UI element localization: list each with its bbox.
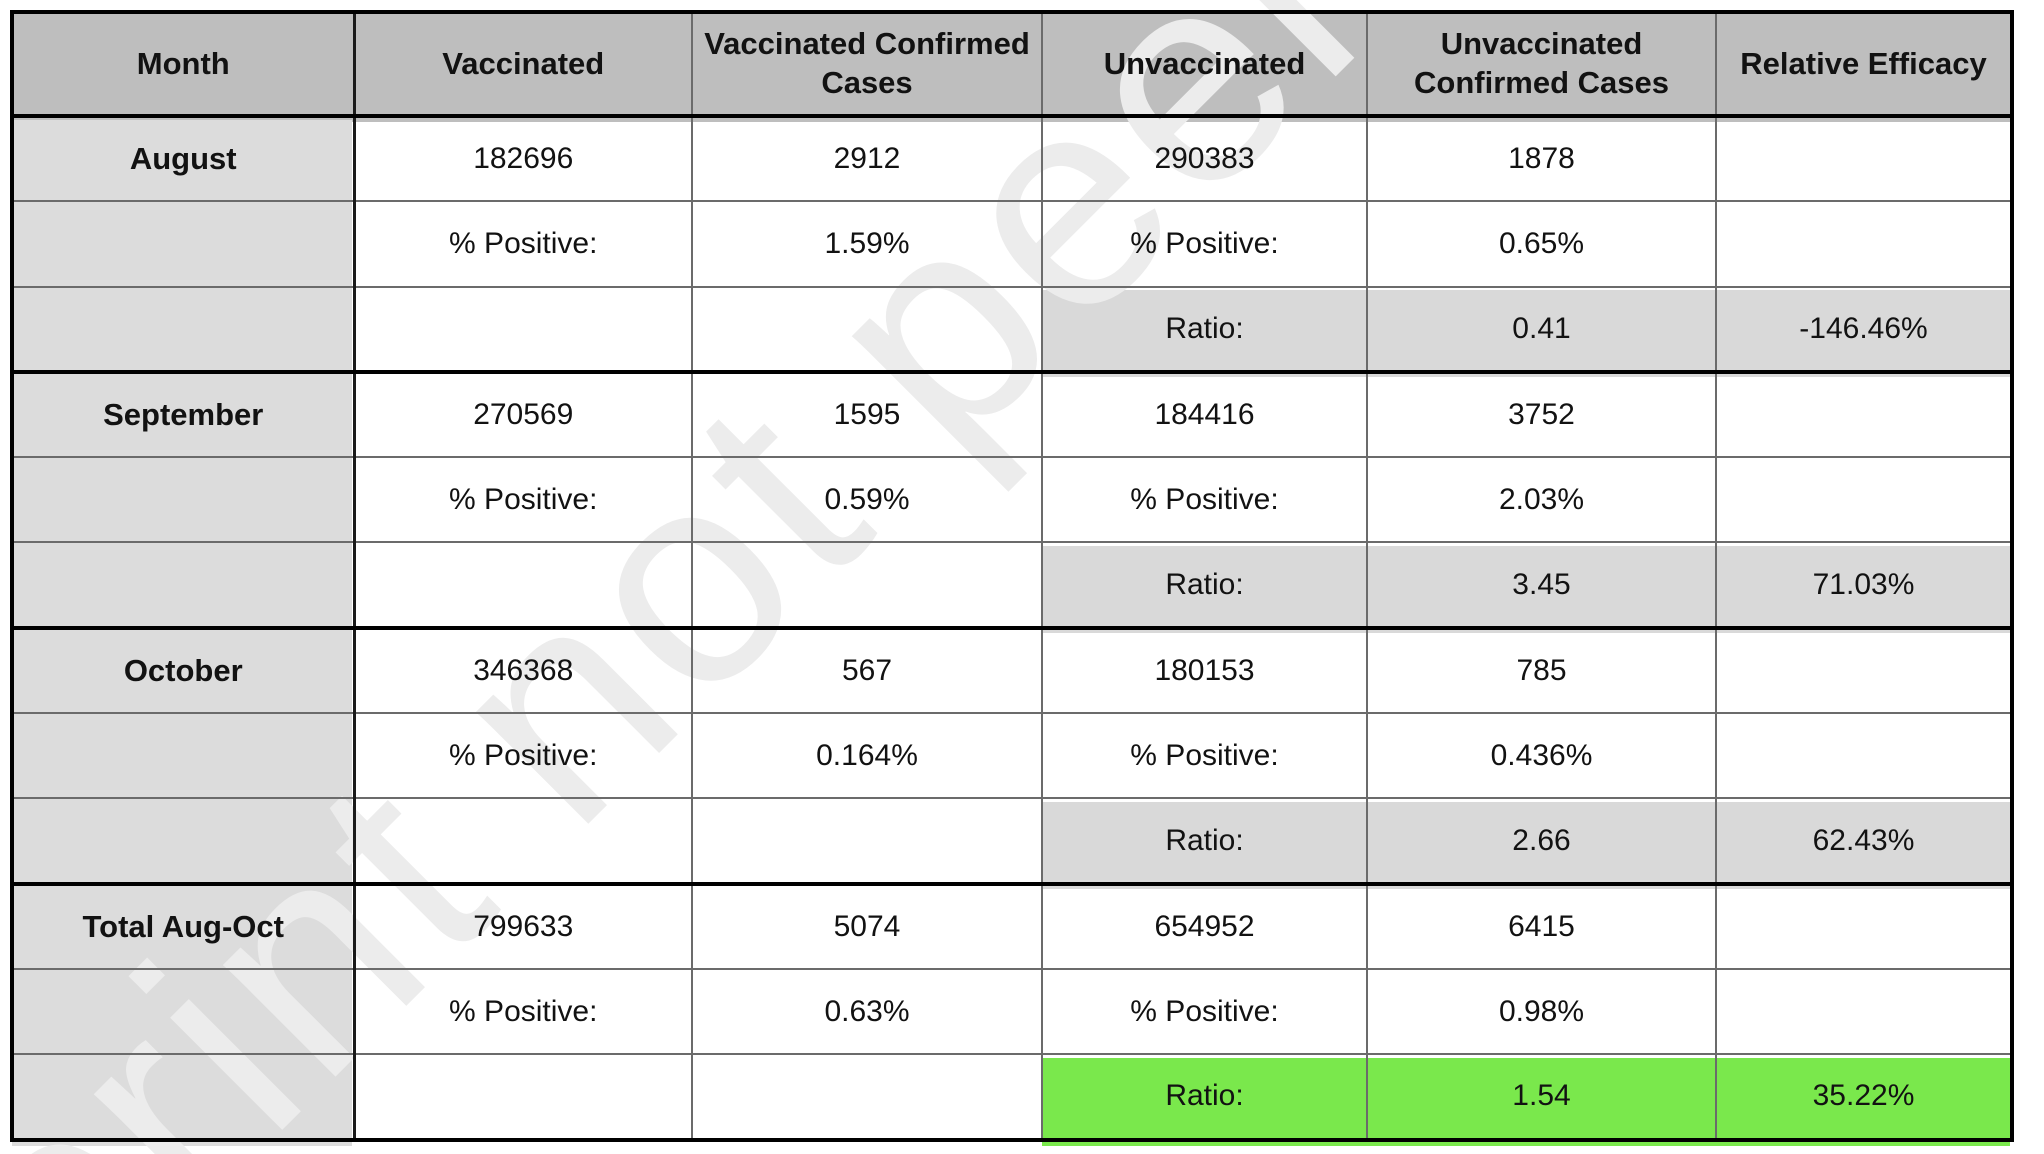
september-month-empty — [11, 456, 356, 544]
october-month-empty — [11, 712, 356, 800]
efficacy-table: Month Vaccinated Vaccinated Confirmed Ca… — [10, 10, 2014, 1142]
september-unvaccinated-cases: 3752 — [1366, 370, 1717, 459]
total-pct-row: % Positive: 0.63% % Positive: 0.98% — [11, 967, 2013, 1056]
september-ratio-empty-1 — [353, 541, 693, 630]
august-unvacc-pct-value: 0.65% — [1366, 200, 1717, 288]
september-unvacc-pct-value: 2.03% — [1366, 456, 1717, 544]
october-relative-efficacy: 62.43% — [1715, 797, 2013, 886]
september-ratio-row: Ratio: 3.45 71.03% — [11, 541, 2013, 630]
total-counts-row: Total Aug-Oct 799633 5074 654952 6415 — [11, 882, 2013, 970]
september-unvacc-pct-label: % Positive: — [1041, 456, 1368, 544]
october-unvacc-pct-value: 0.436% — [1366, 712, 1717, 800]
october-ratio-row: Ratio: 2.66 62.43% — [11, 797, 2013, 886]
header-unvaccinated-confirmed-cases: Unvaccinated Confirmed Cases — [1366, 11, 1717, 118]
august-ratio-row: Ratio: 0.41 -146.46% — [11, 285, 2013, 374]
october-ratio-label: Ratio: — [1041, 797, 1368, 886]
august-ratio-label: Ratio: — [1041, 285, 1368, 374]
total-month-label: Total Aug-Oct — [11, 882, 356, 970]
total-vacc-pct-label: % Positive: — [353, 967, 693, 1056]
october-counts-row: October 346368 567 180153 785 — [11, 626, 2013, 715]
header-vaccinated: Vaccinated — [353, 11, 693, 118]
october-pct-empty — [1715, 712, 2013, 800]
august-ratio-month-empty — [11, 285, 356, 374]
september-counts-row: September 270569 1595 184416 3752 — [11, 370, 2013, 459]
september-ratio-label: Ratio: — [1041, 541, 1368, 630]
total-ratio-row: Ratio: 1.54 35.22% — [11, 1053, 2013, 1142]
august-vacc-pct-value: 1.59% — [691, 200, 1043, 288]
october-vacc-pct-label: % Positive: — [353, 712, 693, 800]
august-counts-row: August 182696 2912 290383 1878 — [11, 114, 2013, 203]
august-vaccinated-count: 182696 — [353, 114, 693, 203]
october-unvaccinated-count: 180153 — [1041, 626, 1368, 715]
august-unvacc-pct-label: % Positive: — [1041, 200, 1368, 288]
total-vaccinated-cases: 5074 — [691, 882, 1043, 970]
header-unvaccinated: Unvaccinated — [1041, 11, 1368, 118]
october-pct-row: % Positive: 0.164% % Positive: 0.436% — [11, 712, 2013, 800]
october-ratio-empty-2 — [691, 797, 1043, 886]
total-unvacc-pct-label: % Positive: — [1041, 967, 1368, 1056]
total-ratio-empty-1 — [353, 1053, 693, 1142]
header-vaccinated-confirmed-cases: Vaccinated Confirmed Cases — [691, 11, 1043, 118]
total-unvaccinated-count: 654952 — [1041, 882, 1368, 970]
october-ratio-value: 2.66 — [1366, 797, 1717, 886]
header-row: Month Vaccinated Vaccinated Confirmed Ca… — [11, 11, 2013, 118]
total-unvacc-pct-value: 0.98% — [1366, 967, 1717, 1056]
total-ratio-empty-2 — [691, 1053, 1043, 1142]
september-ratio-value: 3.45 — [1366, 541, 1717, 630]
total-pct-empty — [1715, 967, 2013, 1056]
september-month-label: September — [11, 370, 356, 459]
august-pct-empty — [1715, 200, 2013, 288]
september-vacc-pct-value: 0.59% — [691, 456, 1043, 544]
september-pct-row: % Positive: 0.59% % Positive: 2.03% — [11, 456, 2013, 544]
october-month-label: October — [11, 626, 356, 715]
august-unvaccinated-cases: 1878 — [1366, 114, 1717, 203]
august-month-empty — [11, 200, 356, 288]
total-vacc-pct-value: 0.63% — [691, 967, 1043, 1056]
october-unvaccinated-cases: 785 — [1366, 626, 1717, 715]
august-ratio-empty-2 — [691, 285, 1043, 374]
header-month: Month — [11, 11, 356, 118]
september-unvaccinated-count: 184416 — [1041, 370, 1368, 459]
august-vaccinated-cases: 2912 — [691, 114, 1043, 203]
october-ratio-month-empty — [11, 797, 356, 886]
september-vacc-pct-label: % Positive: — [353, 456, 693, 544]
october-vaccinated-count: 346368 — [353, 626, 693, 715]
august-ratio-empty-1 — [353, 285, 693, 374]
total-unvaccinated-cases: 6415 — [1366, 882, 1717, 970]
october-vacc-pct-value: 0.164% — [691, 712, 1043, 800]
september-relative-efficacy: 71.03% — [1715, 541, 2013, 630]
september-vaccinated-cases: 1595 — [691, 370, 1043, 459]
september-ratio-empty-2 — [691, 541, 1043, 630]
october-relative-efficacy-empty — [1715, 626, 2013, 715]
september-ratio-month-empty — [11, 541, 356, 630]
september-pct-empty — [1715, 456, 2013, 544]
total-relative-efficacy-empty — [1715, 882, 2013, 970]
august-pct-row: % Positive: 1.59% % Positive: 0.65% — [11, 200, 2013, 288]
total-ratio-value: 1.54 — [1366, 1053, 1717, 1142]
october-vaccinated-cases: 567 — [691, 626, 1043, 715]
august-unvaccinated-count: 290383 — [1041, 114, 1368, 203]
august-relative-efficacy: -146.46% — [1715, 285, 2013, 374]
september-vaccinated-count: 270569 — [353, 370, 693, 459]
august-relative-efficacy-empty — [1715, 114, 2013, 203]
total-month-empty — [11, 967, 356, 1056]
october-unvacc-pct-label: % Positive: — [1041, 712, 1368, 800]
total-vaccinated-count: 799633 — [353, 882, 693, 970]
september-relative-efficacy-empty — [1715, 370, 2013, 459]
august-vacc-pct-label: % Positive: — [353, 200, 693, 288]
august-month-label: August — [11, 114, 356, 203]
total-ratio-label: Ratio: — [1041, 1053, 1368, 1142]
october-ratio-empty-1 — [353, 797, 693, 886]
header-relative-efficacy: Relative Efficacy — [1715, 11, 2013, 118]
total-ratio-month-empty — [11, 1053, 356, 1142]
total-relative-efficacy: 35.22% — [1715, 1053, 2013, 1142]
august-ratio-value: 0.41 — [1366, 285, 1717, 374]
